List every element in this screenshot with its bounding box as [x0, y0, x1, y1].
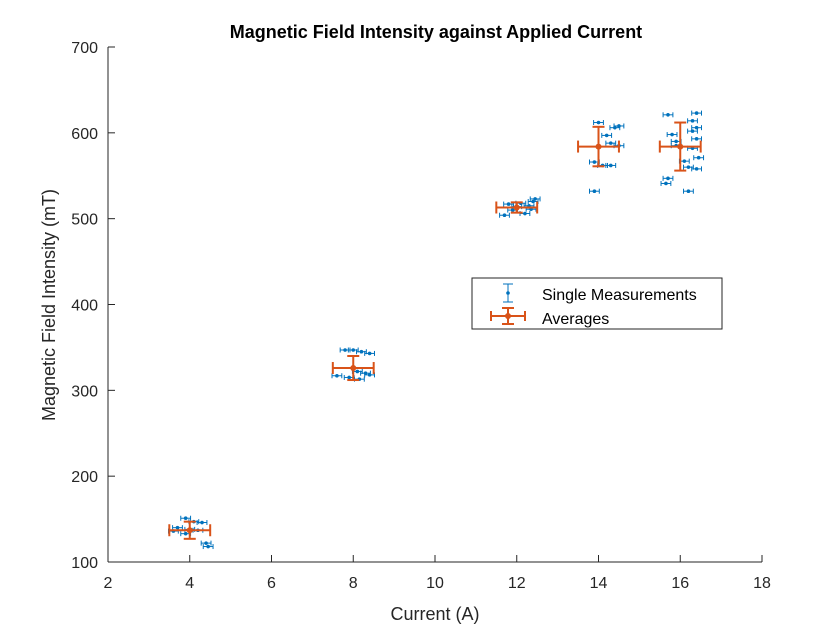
legend-single-marker: [503, 283, 513, 303]
average-point: [495, 201, 539, 214]
legend-box: [471, 277, 723, 330]
x-tick-label: 12: [508, 575, 526, 592]
single-measurement-point: [691, 166, 703, 172]
single-measurement-point: [687, 128, 698, 134]
single-measurement-point: [339, 347, 351, 353]
y-tick-label: 400: [71, 298, 98, 315]
single-measurement-point: [331, 373, 343, 379]
legend-label-averages: Averages: [542, 311, 609, 328]
single-measurement-point: [613, 123, 625, 129]
single-measurement-point: [662, 175, 674, 181]
single-measurement-point: [662, 112, 674, 118]
y-axis-label: Magnetic Field Intensity (mT): [39, 189, 59, 421]
y-tick-label: 200: [71, 469, 98, 486]
y-tick-label: 100: [71, 555, 98, 572]
single-measurement-point: [687, 118, 698, 124]
single-measurement-point: [691, 136, 703, 142]
single-measurement-point: [593, 120, 604, 126]
single-measurement-point: [202, 544, 214, 550]
single-measurement-point: [691, 125, 703, 131]
single-measurement-point: [660, 180, 672, 186]
x-tick-label: 8: [349, 575, 358, 592]
x-tick-label: 14: [590, 575, 608, 592]
x-axis-label: Current (A): [390, 604, 479, 624]
y-tick-label: 300: [71, 383, 98, 400]
legend-average-marker: [490, 307, 526, 325]
y-ticks: 100 200 300 400 500 600 700: [71, 40, 115, 572]
x-ticks: 2 4 6 8 10 12 14 16 18: [104, 555, 771, 592]
single-measurement-point: [601, 132, 613, 138]
y-tick-label: 600: [71, 126, 98, 143]
single-measurement-point: [605, 162, 617, 168]
average-point: [331, 355, 375, 382]
y-tick-label: 500: [71, 212, 98, 229]
single-measurement-point: [503, 201, 514, 207]
single-measurement-point: [605, 140, 617, 146]
single-measurement-point: [693, 155, 705, 161]
x-tick-label: 18: [753, 575, 771, 592]
y-tick-label: 700: [71, 40, 98, 57]
single-measurement-point: [589, 188, 600, 194]
single-measurement-point: [666, 132, 678, 138]
x-tick-label: 6: [267, 575, 276, 592]
single-measurement-point: [347, 347, 359, 353]
legend-label-single: Single Measurements: [542, 287, 697, 304]
average-point: [577, 125, 620, 168]
legend: Single Measurements Averages: [471, 277, 723, 330]
x-tick-label: 10: [426, 575, 444, 592]
single-measurement-point: [529, 196, 541, 202]
averages-series: [168, 121, 702, 540]
chart-title: Magnetic Field Intensity against Applied…: [230, 22, 642, 42]
average-point: [168, 520, 212, 540]
single-measurement-point: [172, 525, 183, 531]
single-measurement-point: [364, 350, 376, 356]
single-measurement-point: [200, 540, 212, 546]
single-measurement-point: [499, 212, 510, 218]
single-measurement-point: [683, 188, 694, 194]
average-point: [658, 121, 702, 172]
single-measurement-point: [691, 110, 703, 116]
single-measurement-point: [180, 515, 192, 521]
single-measurement-point: [196, 520, 208, 526]
single-measurement-point: [360, 370, 371, 376]
x-tick-label: 16: [671, 575, 689, 592]
x-tick-label: 2: [104, 575, 113, 592]
x-tick-label: 4: [185, 575, 194, 592]
